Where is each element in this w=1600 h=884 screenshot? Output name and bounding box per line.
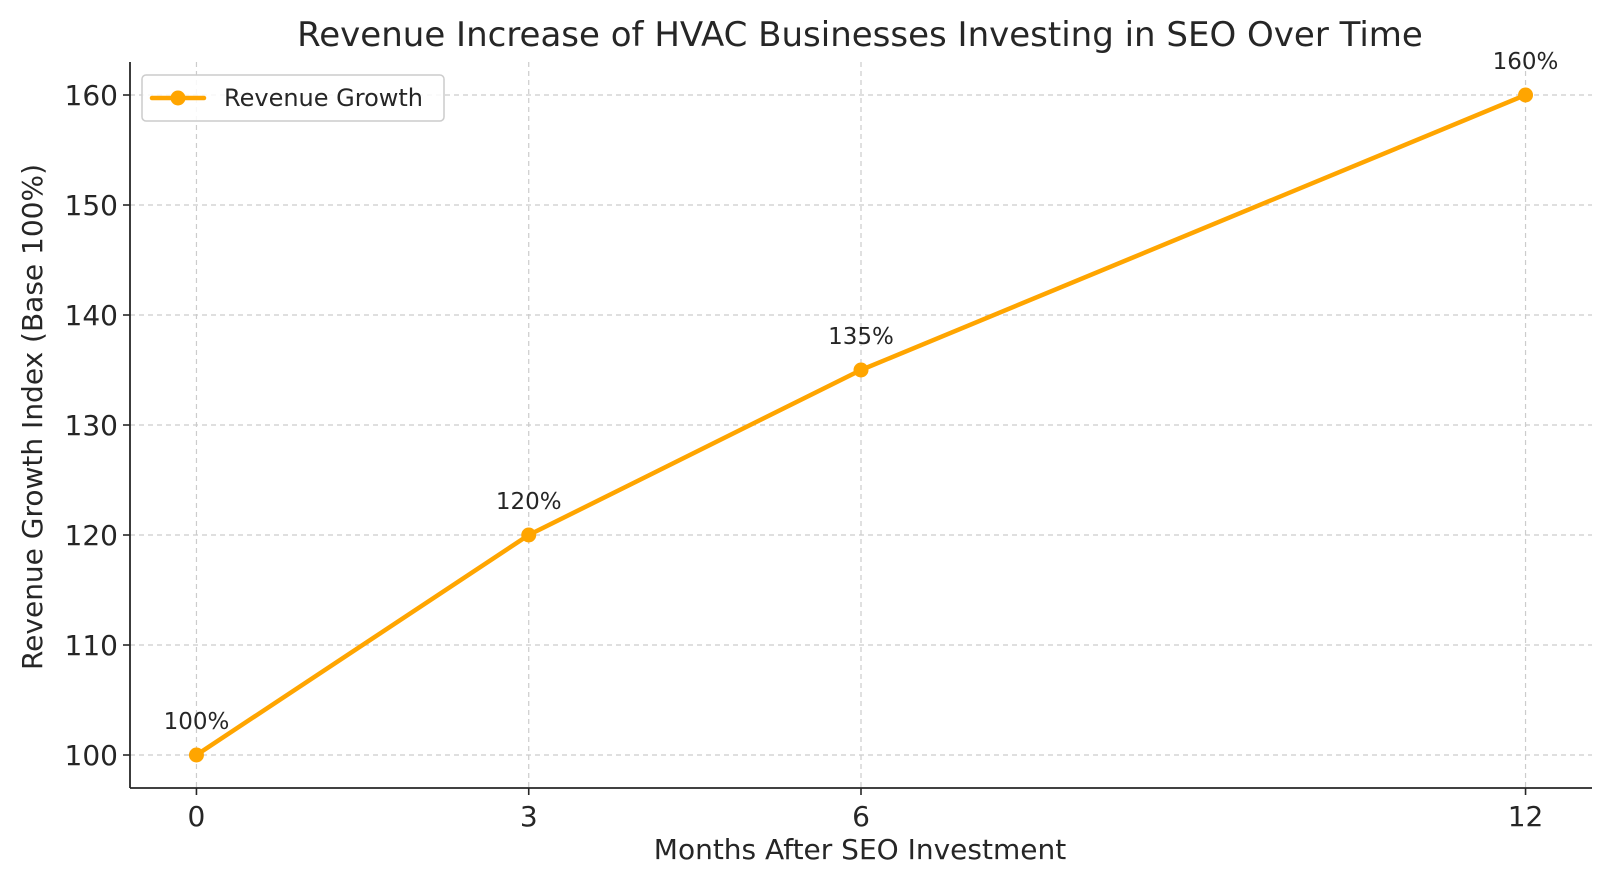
y-tick-label: 130: [65, 409, 118, 442]
legend-box: [141, 74, 445, 122]
y-tick-label: 150: [65, 189, 118, 222]
data-label: 120%: [496, 489, 562, 515]
legend: Revenue Growth: [141, 74, 445, 122]
axes: 0 3 6 12 100 110 120 130 140 150 160: [65, 62, 1592, 833]
y-tick-label: 140: [65, 299, 118, 332]
y-tick-label: 120: [65, 519, 118, 552]
data-point: [853, 362, 869, 378]
legend-marker: [170, 90, 186, 106]
data-label: 100%: [164, 709, 230, 735]
data-label: 160%: [1493, 49, 1559, 75]
data-point: [521, 527, 537, 543]
x-axis-label: Months After SEO Investment: [654, 833, 1066, 866]
y-axis-label: Revenue Growth Index (Base 100%): [16, 164, 49, 670]
grid: [130, 62, 1592, 788]
y-tick-label: 110: [65, 629, 118, 662]
data-labels: 100% 120% 135% 160%: [164, 49, 1559, 735]
series-layer: [188, 87, 1534, 763]
y-tick-label: 160: [65, 79, 118, 112]
x-tick-label: 3: [520, 800, 538, 833]
legend-label: Revenue Growth: [224, 84, 423, 112]
chart-title: Revenue Increase of HVAC Businesses Inve…: [297, 15, 1423, 55]
data-label: 135%: [828, 324, 894, 350]
data-point: [188, 747, 204, 763]
series-line-revenue-growth: [194, 92, 1528, 758]
x-tick-label: 6: [852, 800, 870, 833]
data-point: [1518, 87, 1534, 103]
x-tick-label: 0: [188, 800, 206, 833]
y-tick-label: 100: [65, 739, 118, 772]
x-tick-label: 12: [1508, 800, 1544, 833]
